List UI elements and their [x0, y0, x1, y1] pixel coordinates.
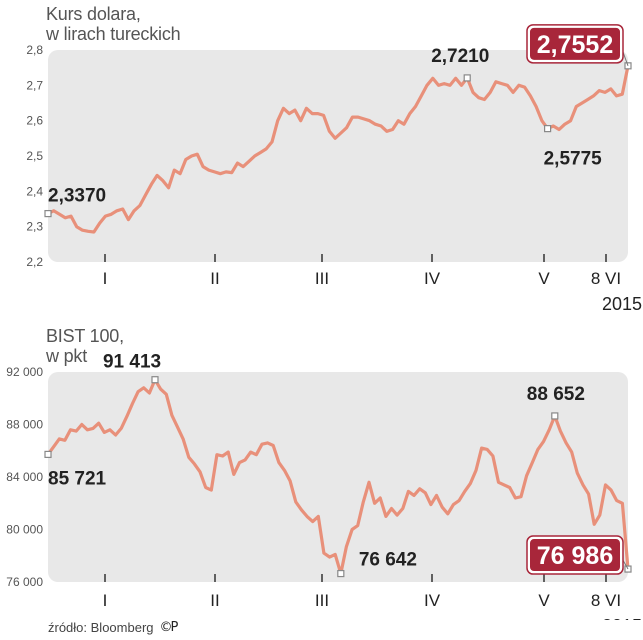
source-text: źródło: Bloomberg: [48, 620, 154, 635]
chart1-highlight-box: [530, 27, 620, 60]
chart1-plot-area: [48, 50, 628, 262]
chart1-y-tick-label: 2,4: [26, 184, 43, 198]
chart2-x-tick-label: IV: [424, 591, 441, 610]
chart1-x-tick-label: III: [315, 269, 329, 288]
chart2-x-tick-label: II: [210, 591, 219, 610]
chart1-data-label: 2,3370: [48, 186, 106, 207]
chart2-data-label: 76 986: [537, 542, 613, 570]
chart1-data-label: 2,7210: [431, 46, 489, 67]
chart1-y-tick-label: 2,5: [26, 149, 43, 163]
chart2-subtitle: w pkt: [46, 346, 88, 366]
chart2-year-label: 2015: [602, 616, 642, 620]
chart2-data-marker: [151, 376, 159, 384]
chart2-data-label: 76 642: [359, 550, 417, 571]
chart2-x-tick-label: III: [315, 591, 329, 610]
cp-license-icon: ©P: [159, 620, 179, 635]
chart1-data-label: 2,7552: [537, 31, 613, 59]
chart1-title: Kurs dolara,: [46, 4, 141, 24]
chart1-subtitle: w lirach tureckich: [46, 24, 181, 44]
chart2-x-tick-label: 8 VI: [591, 591, 621, 610]
chart1-y-tick-label: 2,7: [26, 78, 43, 92]
chart2-plot-area: [48, 372, 628, 582]
chart1: 2,82,72,62,52,42,32,2I II III IV V 8 VI20152,…: [26, 24, 642, 314]
chart2-data-label: 85 721: [48, 468, 107, 489]
source-note: źródło: Bloomberg ©P: [48, 620, 179, 635]
chart2-data-label: 88 652: [527, 384, 585, 405]
chart1-x-tick-label: V: [538, 269, 550, 288]
chart1-y-tick-label: 2,6: [26, 114, 43, 128]
chart2-y-tick-label: 80 000: [6, 523, 43, 537]
chart1-data-marker: [44, 209, 52, 218]
chart2-highlight-box: [530, 539, 620, 572]
chart1-y-tick-label: 2,2: [26, 255, 43, 269]
chart2-y-tick-label: 88 000: [6, 418, 43, 432]
chart2-x-tick-label: V: [538, 591, 550, 610]
chart1-data-label: 2,5775: [544, 149, 603, 170]
chart1-x-tick-label: 8 VI: [591, 269, 621, 288]
chart1-x-tick-label: IV: [424, 269, 441, 288]
chart2-data-marker: [337, 569, 345, 578]
chart1-y-tick-label: 2,8: [26, 43, 43, 57]
chart2-data-marker: [44, 450, 52, 459]
chart2-y-tick-label: 92 000: [6, 365, 43, 379]
chart2-data-label: 91 413: [103, 352, 161, 373]
chart2-x-tick-label: I: [103, 591, 108, 610]
chart1-year-label: 2015: [602, 294, 642, 314]
chart2-series-line: [46, 378, 630, 576]
charts-canvas: 2,82,72,62,52,42,32,2I II III IV V 8 VI20152,…: [6, 24, 642, 620]
chart1-y-tick-label: 2,3: [26, 220, 43, 234]
chart1-series-line: [46, 64, 630, 234]
chart2-data-marker: [551, 412, 559, 420]
chart2-y-tick-label: 76 000: [6, 575, 43, 589]
chart2-title: BIST 100,: [46, 326, 124, 346]
chart1-x-tick-label: I: [103, 269, 108, 288]
chart1-data-marker: [463, 74, 471, 82]
chart1-x-tick-label: II: [210, 269, 219, 288]
chart2-y-tick-label: 84 000: [6, 470, 43, 484]
chart1-data-marker: [544, 125, 552, 133]
